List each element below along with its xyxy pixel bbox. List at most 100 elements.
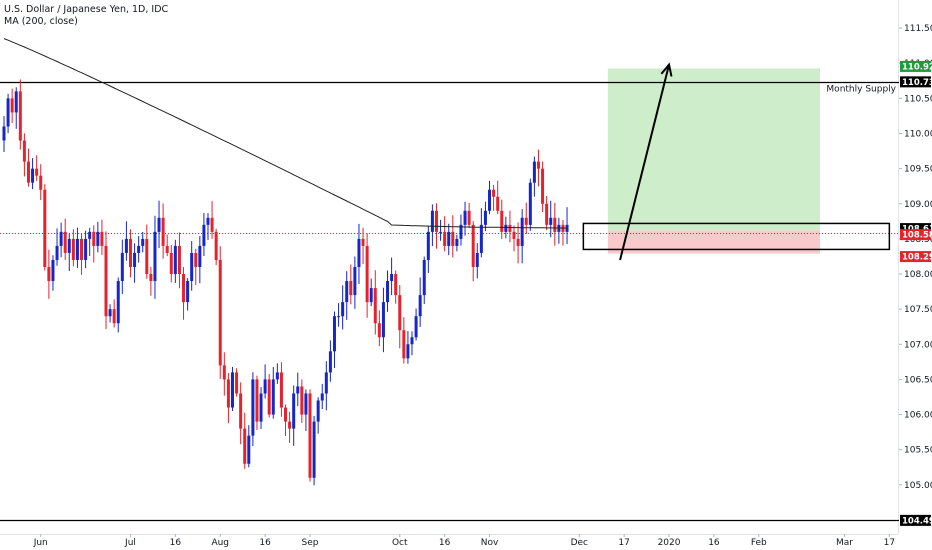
candle-body bbox=[35, 168, 39, 176]
candle-body bbox=[31, 168, 35, 183]
candle-body bbox=[71, 238, 75, 260]
candle-body bbox=[214, 231, 218, 260]
candle-body bbox=[235, 372, 239, 394]
candle-body bbox=[390, 274, 394, 282]
candle-body bbox=[337, 316, 341, 318]
candle-body bbox=[541, 168, 545, 204]
candle-body bbox=[2, 126, 6, 141]
candle-body bbox=[63, 231, 67, 253]
price-tag-label: 110.735 bbox=[902, 78, 932, 88]
candle-body bbox=[116, 281, 120, 324]
candle-body bbox=[483, 210, 487, 225]
candle-body bbox=[565, 224, 569, 232]
candle-body bbox=[255, 379, 259, 422]
candle-body bbox=[177, 245, 181, 275]
candle-body bbox=[365, 245, 369, 303]
y-tick-label: 105.000 bbox=[904, 481, 932, 491]
candle-body bbox=[243, 428, 247, 464]
candle-body bbox=[198, 245, 202, 267]
candle-body bbox=[161, 217, 165, 246]
candle-body bbox=[320, 393, 324, 401]
entry-zone-box[interactable] bbox=[582, 222, 891, 251]
candle-body bbox=[202, 224, 206, 246]
candle-body bbox=[528, 182, 532, 225]
x-tick-label: Nov bbox=[481, 538, 499, 548]
candle-body bbox=[104, 245, 108, 317]
x-tick-label: Sep bbox=[302, 538, 319, 548]
candle-body bbox=[508, 224, 512, 232]
x-tick-label: 16 bbox=[439, 538, 451, 548]
candle-body bbox=[345, 281, 349, 303]
y-tick-label: 111.500 bbox=[904, 24, 932, 34]
candle-body bbox=[141, 238, 145, 246]
candle-body bbox=[153, 231, 157, 282]
candle-body bbox=[349, 281, 353, 296]
candle-body bbox=[22, 140, 26, 162]
candle-body bbox=[284, 407, 288, 422]
candle-body bbox=[218, 259, 222, 366]
trend-arrow-line[interactable] bbox=[619, 64, 671, 261]
candle-body bbox=[210, 217, 214, 232]
candle-body bbox=[496, 196, 500, 211]
y-tick-label: 109.000 bbox=[904, 200, 932, 210]
candle-body bbox=[353, 267, 357, 296]
candle-body bbox=[463, 210, 467, 225]
candle-body bbox=[59, 231, 63, 246]
candle-body bbox=[414, 316, 418, 338]
candle-body bbox=[536, 161, 540, 169]
candle-body bbox=[398, 295, 402, 331]
candle-body bbox=[194, 252, 198, 267]
candle-body bbox=[467, 210, 471, 225]
candle-body bbox=[275, 372, 279, 380]
candle-body bbox=[14, 91, 18, 113]
candle-body bbox=[545, 203, 549, 225]
candle-body bbox=[124, 238, 128, 253]
candle-body bbox=[51, 259, 55, 282]
candle-body bbox=[267, 379, 271, 415]
candle-body bbox=[451, 231, 455, 246]
x-tick-label: 2020 bbox=[658, 538, 681, 548]
candle-body bbox=[430, 210, 434, 232]
candle-body bbox=[137, 245, 141, 253]
candle-body bbox=[288, 421, 292, 429]
candle-body bbox=[471, 224, 475, 267]
y-tick-label: 108.000 bbox=[904, 270, 932, 280]
candle-body bbox=[455, 238, 459, 246]
candle-body bbox=[75, 238, 79, 260]
price-tag bbox=[900, 76, 931, 88]
candle-body bbox=[316, 400, 320, 422]
candle-body bbox=[26, 161, 30, 183]
candle-body bbox=[439, 231, 443, 233]
candle-body bbox=[373, 288, 377, 324]
candle-body bbox=[120, 252, 124, 282]
candle-body bbox=[80, 238, 84, 260]
x-tick-label: Aug bbox=[211, 538, 229, 548]
candle-body bbox=[239, 393, 243, 429]
candle-body bbox=[500, 210, 504, 232]
candle-body bbox=[182, 274, 186, 303]
candle-body bbox=[206, 217, 210, 225]
candle-body bbox=[410, 337, 414, 345]
candle-body bbox=[475, 252, 479, 267]
candle-body bbox=[488, 189, 492, 211]
candle-body bbox=[186, 281, 190, 303]
x-tick-label: 16 bbox=[708, 538, 720, 548]
candle-body bbox=[492, 189, 496, 197]
candle-body bbox=[128, 238, 132, 267]
chart-title: U.S. Dollar / Japanese Yen, 1D, IDC bbox=[4, 4, 169, 15]
loss-zone bbox=[607, 230, 820, 254]
level-annotation: Monthly Supply bbox=[826, 85, 896, 95]
candle-body bbox=[300, 386, 304, 415]
candle-body bbox=[222, 365, 226, 380]
x-tick-label: Mar bbox=[836, 538, 853, 548]
price-tag-label: 108.589 bbox=[902, 231, 932, 241]
x-tick-label: 16 bbox=[259, 538, 271, 548]
candle-body bbox=[304, 393, 308, 415]
candle-body bbox=[447, 231, 451, 246]
candle-body bbox=[247, 435, 251, 464]
candle-body bbox=[39, 175, 43, 190]
candle-body bbox=[149, 274, 153, 282]
y-tick-label: 107.000 bbox=[904, 340, 932, 350]
x-tick-label: 17 bbox=[618, 538, 629, 548]
